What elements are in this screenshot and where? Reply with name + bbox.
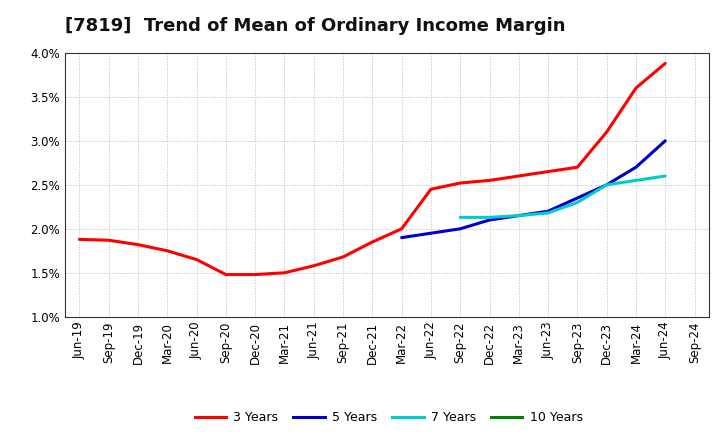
Legend: 3 Years, 5 Years, 7 Years, 10 Years: 3 Years, 5 Years, 7 Years, 10 Years [189,407,588,429]
Text: [7819]  Trend of Mean of Ordinary Income Margin: [7819] Trend of Mean of Ordinary Income … [65,17,565,35]
